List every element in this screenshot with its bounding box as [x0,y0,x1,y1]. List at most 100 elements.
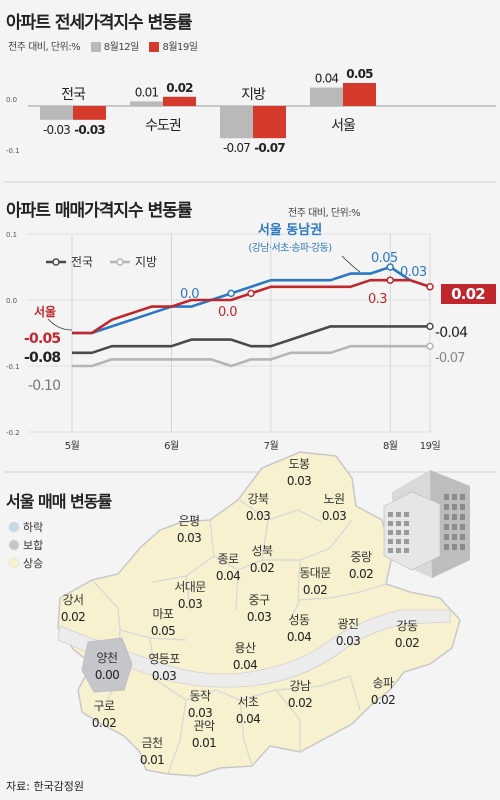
bar-value-label: -0.07 [254,141,285,155]
jeonse-note: 전주 대비, 단위:% [8,42,81,53]
building-window [460,544,465,550]
jeonse-legend: 전주 대비, 단위:% 8월12일 8월19일 [8,38,198,53]
building-window [388,521,393,526]
building-window [452,534,457,540]
building-window [460,514,465,520]
district-name: 광진 [338,617,359,631]
district-value: 0.03 [287,474,311,488]
bar [343,83,376,106]
series-line [72,265,431,335]
annotation-label: 0.0 [180,287,199,302]
district-name: 성북 [252,544,273,558]
bar [310,87,343,106]
annotation-label: (강남·서초·송파·강동) [248,242,332,254]
district-value: 0.02 [349,567,373,581]
category-label: 지방 [241,87,266,103]
district-name: 금천 [142,735,163,750]
district-value: 0.01 [192,736,216,750]
building-window [388,548,393,553]
building-window [404,521,409,526]
district-name: 강북 [248,492,269,506]
annotation-label: 0.03 [400,265,427,280]
district-value: 0.05 [151,624,175,638]
district-name: 서대문 [174,580,206,594]
point-marker [386,276,394,284]
legend-label: 하락 [23,520,43,534]
category-label: 서울 [331,118,356,134]
bar [163,96,196,106]
series-line [72,344,430,368]
district-value: 0.03 [152,669,176,683]
bar-value-label: 0.04 [315,72,339,86]
building-window [444,514,449,520]
district-value: 0.02 [61,610,85,624]
bar-value-label: 0.05 [346,67,373,81]
building-window [460,494,465,500]
district-value: 0.02 [395,636,419,650]
legend-swatch-curr [149,42,160,52]
district-border [261,519,269,561]
district-name: 용산 [235,641,256,655]
building-window [452,544,457,550]
category-label: 전국 [61,87,86,103]
sales-note: 전주 대비, 단위:% [288,208,361,219]
district-value: 0.04 [287,630,311,644]
legend-label: 보합 [23,539,43,552]
district-border [235,569,239,611]
district-border [185,675,351,701]
building-window [396,512,401,517]
building-window [396,539,401,544]
highlight-badge [441,284,496,304]
x-tick-label: 5월 [65,440,80,452]
district-name: 구로 [94,699,115,713]
annotation-label: 0.0 [218,305,237,320]
x-tick-label: 7월 [264,440,279,452]
building-window [460,524,465,530]
district-name: 동작 [190,689,211,703]
district-name: 강서 [63,593,84,607]
building-window [444,544,449,550]
legend-swatch-prev [90,42,101,52]
bar-value-label: 0.01 [135,85,159,99]
annotation-label: -0.04 [435,325,468,341]
x-tick-label: 8월 [383,440,398,452]
district-name: 마포 [153,607,174,621]
district-value: 0.02 [250,561,274,575]
district-border [239,499,323,523]
district-value: 0.04 [236,712,260,726]
district-name: 노원 [324,492,345,506]
y-tick-label: -0.1 [6,363,20,371]
point-marker [386,263,394,271]
bar-value-label: -0.03 [43,123,70,137]
district-value: 0.03 [247,610,271,624]
district-border [91,579,121,631]
district-border [349,675,361,711]
legend-label: 상승 [23,557,43,570]
y-tick-label: -0.2 [6,429,20,437]
annotation-label: 서울 동남권 [258,222,322,238]
annotation-label: 0.3 [368,292,387,307]
district-name: 종로 [218,552,239,566]
building-window [404,512,409,517]
building-window [396,521,401,526]
bar [40,106,73,120]
point-marker [426,322,434,331]
building-window [404,530,409,535]
building-window [444,524,449,530]
building-window [444,534,449,540]
district-value: 0.01 [140,753,164,767]
annotation-label: -0.05 [24,331,60,347]
bar [73,106,106,120]
district-border [185,575,191,611]
district-value: 0.02 [92,716,116,730]
district-border [149,637,187,701]
annotation-label: -0.08 [24,350,60,366]
bar-value-label: -0.07 [223,141,250,155]
annotation-leader [47,318,73,331]
district-yangcheon [81,637,133,693]
bar [220,106,253,139]
district-value: 0.03 [188,706,212,720]
